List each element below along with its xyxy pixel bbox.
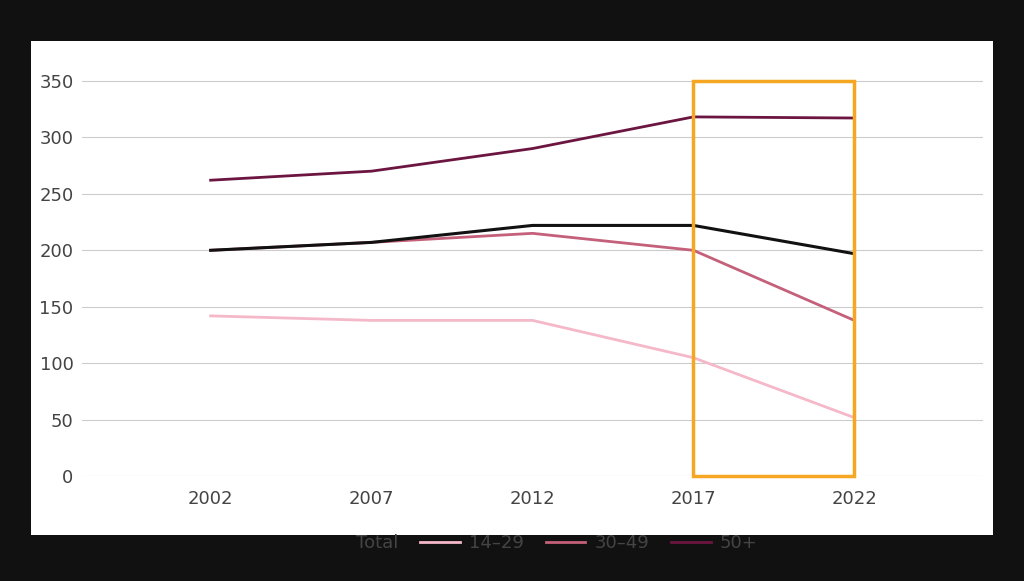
Bar — [693, 81, 854, 476]
Legend: Total, 14–29, 30–49, 50+: Total, 14–29, 30–49, 50+ — [300, 527, 765, 560]
